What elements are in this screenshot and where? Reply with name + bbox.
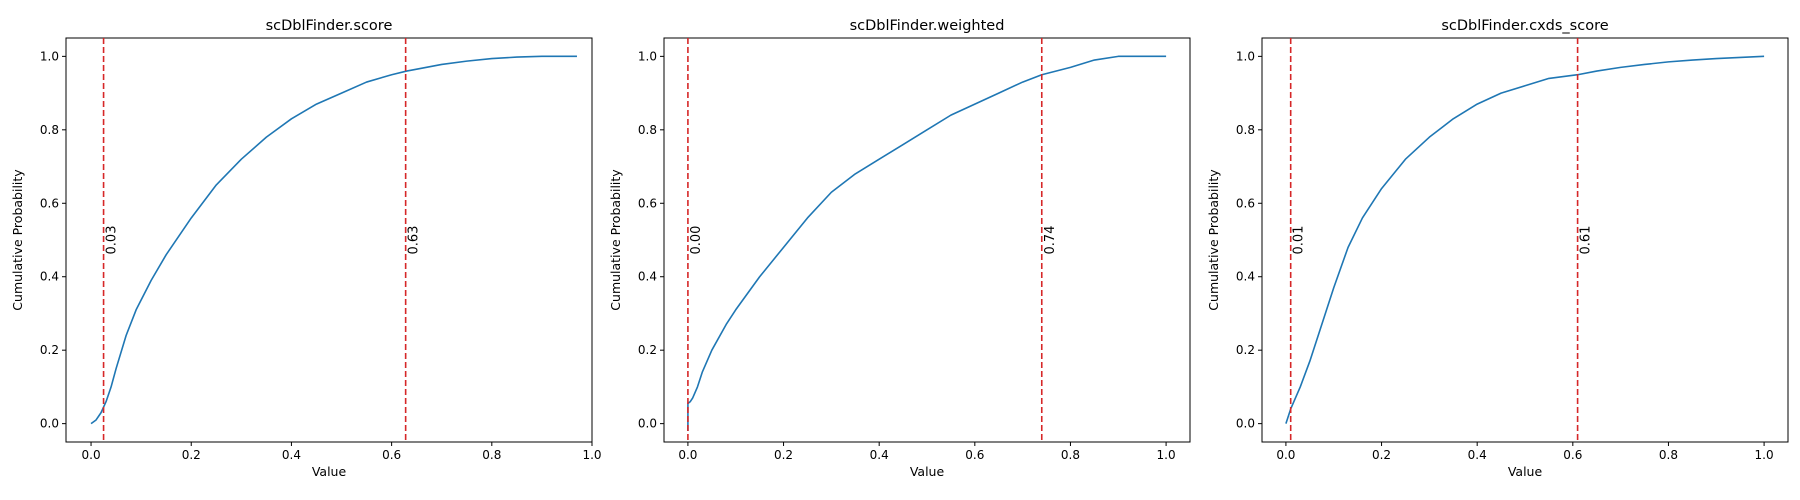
x-tick-label: 0.8 — [1061, 448, 1080, 462]
x-tick-label: 0.6 — [382, 448, 401, 462]
y-axis-label: Cumulative Probability — [1206, 169, 1221, 311]
threshold-label: 0.01 — [1292, 226, 1307, 255]
x-tick-label: 0.4 — [870, 448, 889, 462]
x-axis-label: Value — [1508, 464, 1543, 479]
x-tick-label: 0.0 — [1276, 448, 1295, 462]
y-tick-label: 1.0 — [638, 49, 657, 63]
threshold-label: 0.03 — [105, 226, 120, 255]
y-tick-label: 1.0 — [1236, 49, 1255, 63]
x-tick-label: 0.4 — [1468, 448, 1487, 462]
x-tick-label: 0.8 — [482, 448, 501, 462]
cdf-series-line — [1285, 55, 1765, 424]
y-tick-label: 0.0 — [40, 417, 59, 431]
y-tick-label: 0.0 — [1236, 417, 1255, 431]
y-tick-label: 0.6 — [638, 196, 657, 210]
plot-frame — [663, 37, 1191, 443]
x-tick-label: 0.8 — [1659, 448, 1678, 462]
x-tick-label: 1.0 — [1755, 448, 1774, 462]
x-tick-label: 0.0 — [82, 448, 101, 462]
x-axis-label: Value — [312, 464, 347, 479]
y-tick-label: 1.0 — [40, 49, 59, 63]
y-tick-label: 0.8 — [1236, 123, 1255, 137]
x-tick-label: 1.0 — [582, 448, 601, 462]
plot-frame — [65, 37, 593, 443]
y-tick-label: 0.4 — [40, 270, 59, 284]
plot-frame — [1261, 37, 1789, 443]
chart-panel-2: scDblFinder.weighted 0.0 0.2 0.4 0.6 0.8 1.0 0.… — [608, 18, 1191, 479]
y-tick-label: 0.0 — [638, 417, 657, 431]
x-tick-label: 0.2 — [182, 448, 201, 462]
y-tick-label: 0.6 — [1236, 196, 1255, 210]
chart-panel-1: scDblFinder.score 0.0 0.2 0.4 0.6 0.8 1.0 0.0 0.… — [10, 18, 602, 479]
chart-title: scDblFinder.cxds_score — [1441, 18, 1608, 34]
cdf-series-line — [687, 55, 1167, 431]
x-tick-label: 0.0 — [678, 448, 697, 462]
x-tick-label: 0.6 — [1563, 448, 1582, 462]
y-tick-label: 0.8 — [40, 123, 59, 137]
y-tick-label: 0.2 — [638, 343, 657, 357]
x-tick-label: 1.0 — [1157, 448, 1176, 462]
x-tick-label: 0.2 — [1372, 448, 1391, 462]
threshold-label: 0.63 — [407, 226, 422, 255]
y-tick-label: 0.8 — [638, 123, 657, 137]
chart-title: scDblFinder.weighted — [850, 18, 1005, 34]
y-axis-label: Cumulative Probability — [10, 169, 25, 311]
chart-panel-3: scDblFinder.cxds_score 0.0 0.2 0.4 0.6 0.8 1.0… — [1206, 18, 1789, 479]
x-tick-label: 0.4 — [282, 448, 301, 462]
y-tick-label: 0.2 — [40, 343, 59, 357]
y-tick-label: 0.4 — [638, 270, 657, 284]
threshold-label: 0.74 — [1043, 226, 1058, 255]
y-tick-label: 0.4 — [1236, 270, 1255, 284]
x-tick-label: 0.2 — [774, 448, 793, 462]
x-axis-label: Value — [910, 464, 945, 479]
y-tick-label: 0.2 — [1236, 343, 1255, 357]
cdf-series-line — [90, 55, 577, 425]
y-tick-label: 0.6 — [40, 196, 59, 210]
x-tick-label: 0.6 — [965, 448, 984, 462]
threshold-label: 0.00 — [689, 226, 704, 255]
threshold-label: 0.61 — [1579, 226, 1594, 255]
chart-title: scDblFinder.score — [266, 18, 393, 34]
y-axis-label: Cumulative Probability — [608, 169, 623, 311]
